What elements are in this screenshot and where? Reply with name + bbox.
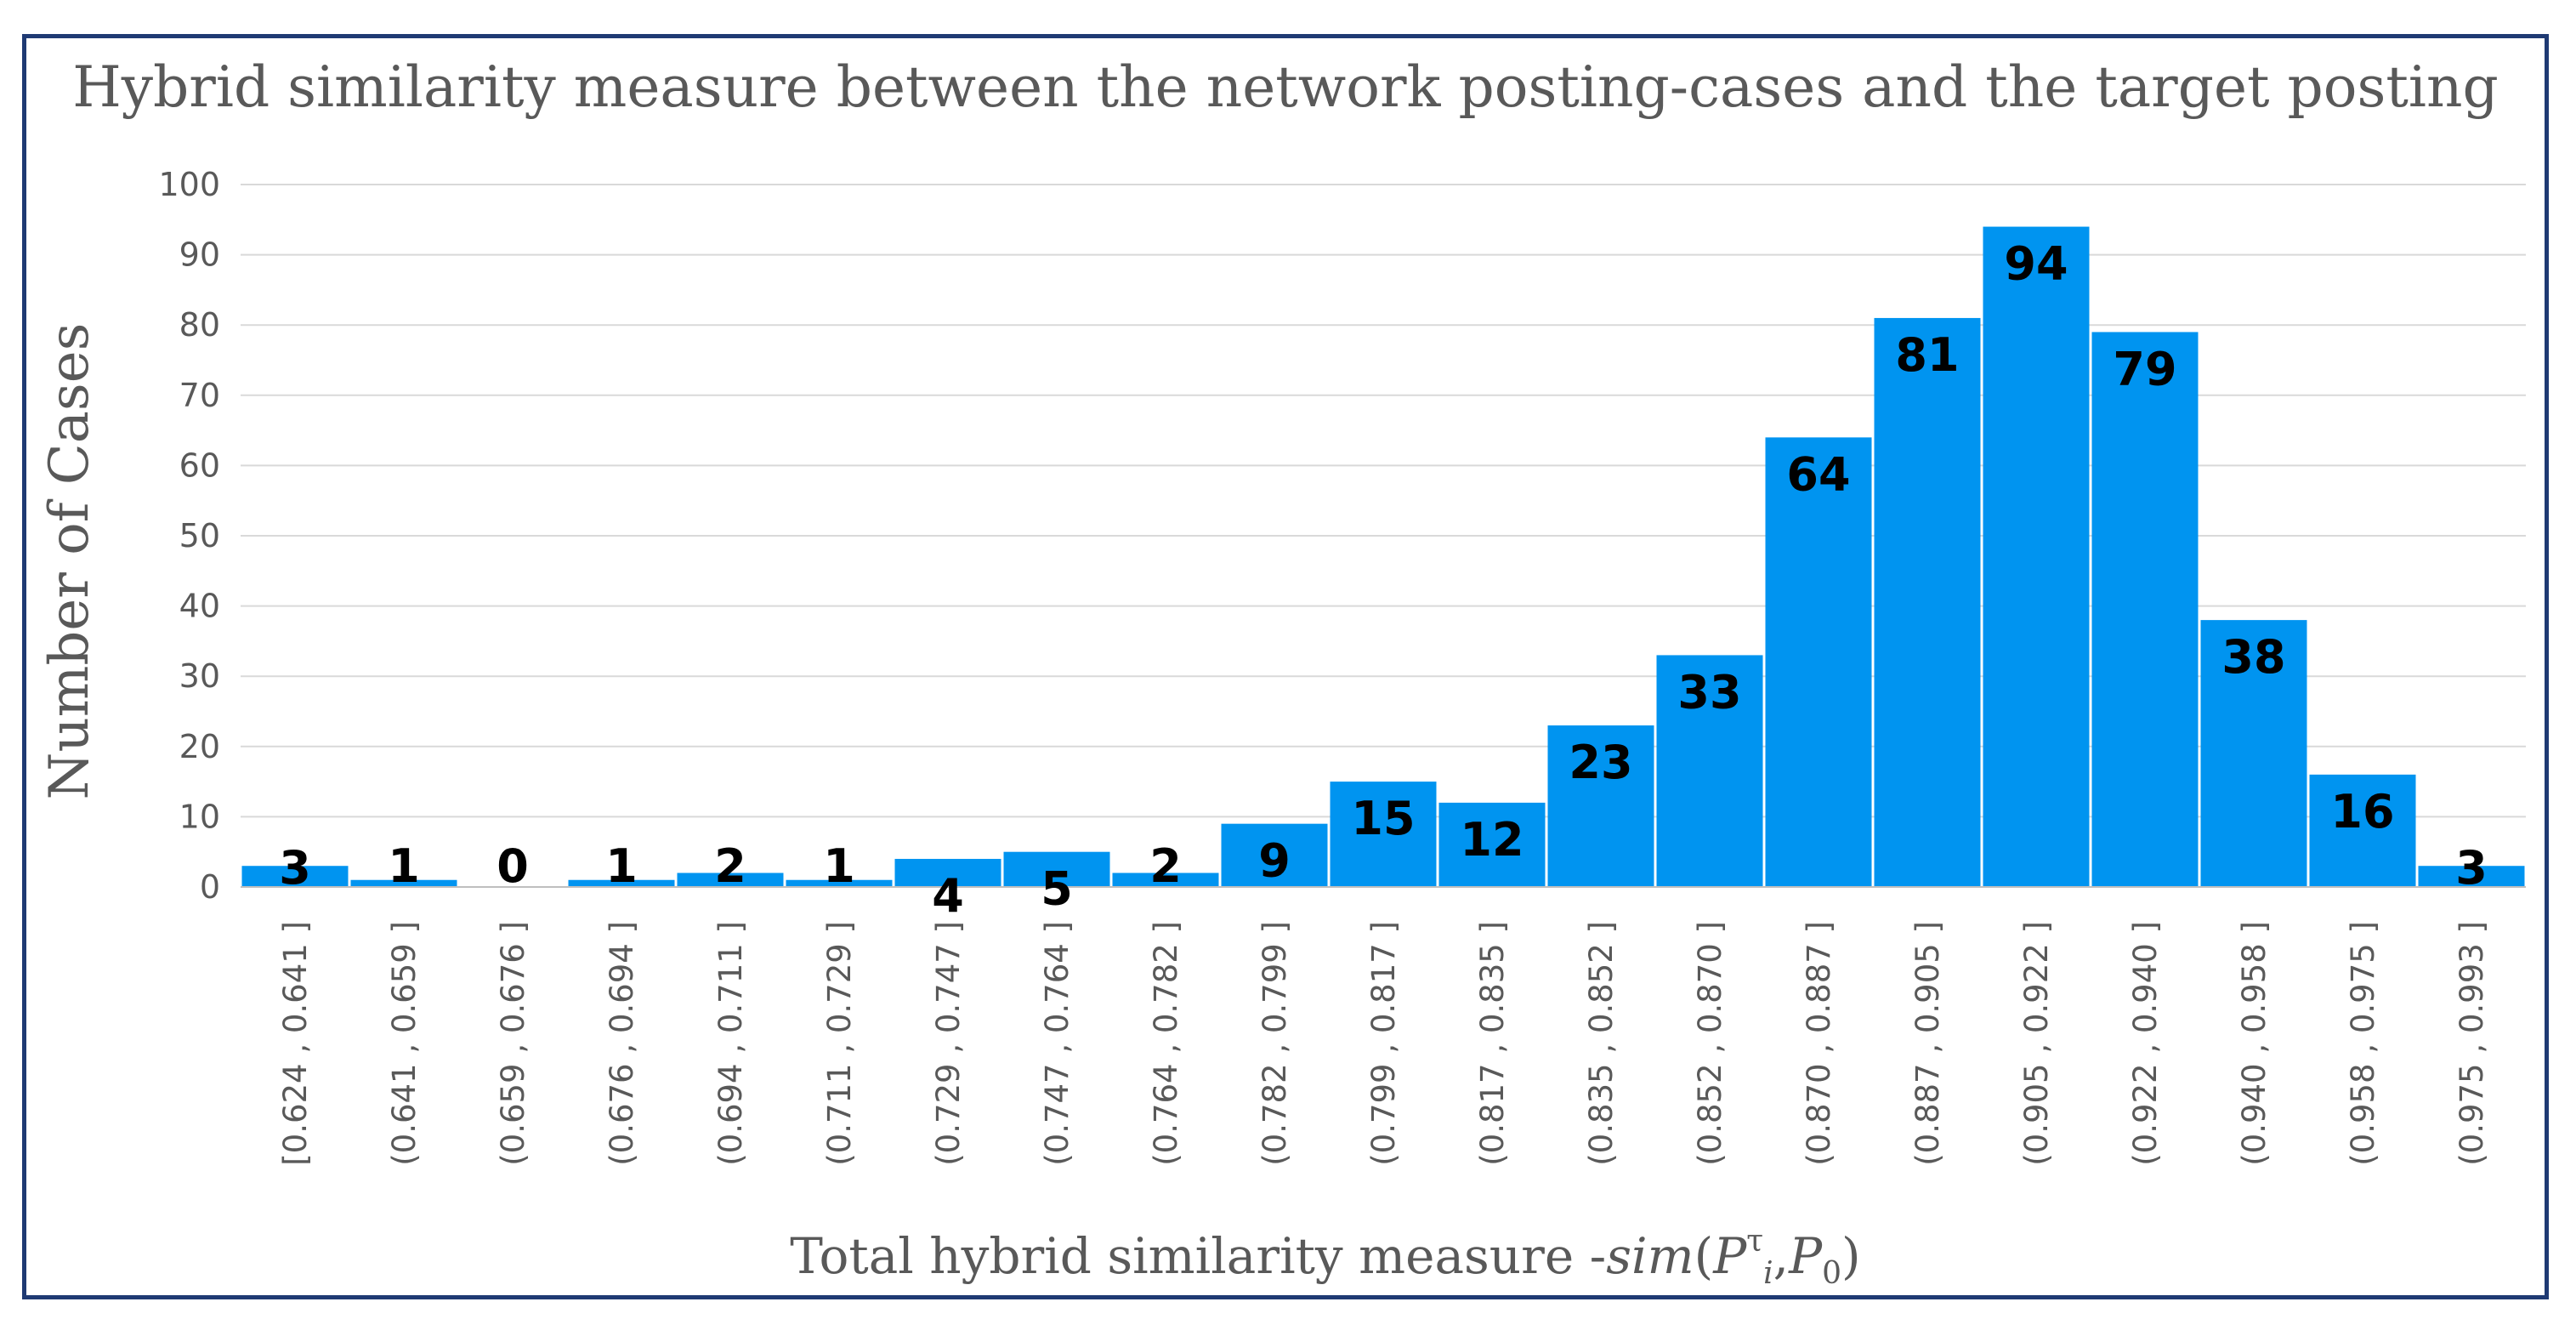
data-label: 2 xyxy=(714,839,746,893)
x-tick-label: (0.852 , 0.870 ] xyxy=(1692,921,1728,1166)
y-tick-label: 30 xyxy=(179,657,220,695)
x-tick-label: (0.975 , 0.993 ] xyxy=(2454,921,2490,1166)
bar xyxy=(2200,620,2307,887)
bar xyxy=(1656,655,1763,887)
x-tick-label: (0.764 , 0.782 ] xyxy=(1148,921,1184,1166)
bar xyxy=(1003,851,1110,887)
y-tick-label: 0 xyxy=(200,868,220,906)
y-tick-label: 10 xyxy=(179,798,220,835)
y-tick-label: 90 xyxy=(179,236,220,274)
bar xyxy=(677,873,784,887)
x-tick-label: (0.729 , 0.747 ] xyxy=(930,921,967,1166)
data-label: 79 xyxy=(2113,342,2176,395)
data-label: 15 xyxy=(1351,792,1415,845)
x-tick-label: (0.711 , 0.729 ] xyxy=(821,921,858,1166)
y-tick-label: 70 xyxy=(179,377,220,414)
y-tick-label: 20 xyxy=(179,728,220,765)
data-label: 3 xyxy=(279,841,311,895)
bars xyxy=(241,226,2525,888)
x-tick-label: (0.641 , 0.659 ] xyxy=(386,921,423,1166)
bar xyxy=(894,858,1001,887)
data-label: 5 xyxy=(1041,862,1073,916)
bar xyxy=(241,866,349,887)
data-label: 12 xyxy=(1460,813,1523,867)
data-label: 23 xyxy=(1569,736,1632,789)
bar xyxy=(568,879,675,887)
data-label: 2 xyxy=(1149,839,1182,893)
data-label: 3 xyxy=(2455,841,2488,895)
y-tick-label: 40 xyxy=(179,588,220,625)
bar xyxy=(1221,823,1328,887)
chart-frame: Hybrid similarity measure between the ne… xyxy=(22,34,2549,1299)
data-label: 94 xyxy=(2004,237,2068,291)
data-label: 16 xyxy=(2330,785,2394,839)
gridlines xyxy=(241,184,2526,818)
y-axis-label: Number of Cases xyxy=(38,323,101,800)
x-axis-formula-func: sim xyxy=(1606,1227,1694,1285)
data-label: 81 xyxy=(1895,328,1959,382)
x-tick-label: (0.870 , 0.887 ] xyxy=(1801,921,1837,1166)
x-tick-label: (0.747 , 0.764 ] xyxy=(1039,921,1075,1166)
bar xyxy=(786,879,893,887)
y-tick-labels: 0 10 20 30 40 50 60 70 80 90 100 xyxy=(158,166,220,906)
x-tick-label: (0.958 , 0.975 ] xyxy=(2345,921,2381,1166)
x-tick-label: (0.835 , 0.852 ] xyxy=(1583,921,1620,1166)
data-label: 9 xyxy=(1258,834,1291,888)
y-tick-label: 50 xyxy=(179,517,220,554)
bar xyxy=(1438,802,1546,887)
data-label: 1 xyxy=(823,839,855,893)
data-label: 64 xyxy=(1786,447,1850,501)
x-tick-label: (0.782 , 0.799 ] xyxy=(1257,921,1293,1166)
bar xyxy=(2309,774,2416,887)
x-tick-label: (0.940 , 0.958 ] xyxy=(2236,921,2272,1166)
bar xyxy=(2091,332,2199,888)
x-tick-label: (0.887 , 0.905 ] xyxy=(1909,921,1946,1166)
x-tick-label: (0.799 , 0.817 ] xyxy=(1365,921,1402,1166)
x-tick-labels: [0.624 , 0.641 ] (0.641 , 0.659 ] (0.659 ,… xyxy=(277,921,2490,1166)
x-tick-label: [0.624 , 0.641 ] xyxy=(277,921,314,1166)
x-tick-label: (0.817 , 0.835 ] xyxy=(1474,921,1511,1166)
bar xyxy=(1112,873,1219,887)
bar-chart: Hybrid similarity measure between the ne… xyxy=(38,54,2526,1291)
bar xyxy=(2418,866,2525,887)
data-label: 38 xyxy=(2221,630,2285,684)
x-tick-label: (0.659 , 0.676 ] xyxy=(495,921,531,1166)
x-tick-label: (0.922 , 0.940 ] xyxy=(2127,921,2164,1166)
x-axis-label: Total hybrid similarity measure -sim(Pτi… xyxy=(790,1224,1860,1291)
y-tick-label: 80 xyxy=(179,306,220,344)
data-label: 1 xyxy=(388,839,420,893)
bar xyxy=(1874,317,1981,887)
data-label: 4 xyxy=(932,869,964,923)
x-tick-label: (0.694 , 0.711 ] xyxy=(712,921,749,1166)
x-tick-label: (0.676 , 0.694 ] xyxy=(604,921,640,1166)
data-label: 33 xyxy=(1677,665,1741,719)
data-label: 1 xyxy=(605,839,638,893)
x-tick-label: (0.905 , 0.922 ] xyxy=(2018,921,2055,1166)
bar xyxy=(1330,782,1437,887)
data-label: 0 xyxy=(496,839,529,893)
bar xyxy=(350,879,457,887)
bar xyxy=(1765,437,1872,887)
y-tick-label: 60 xyxy=(179,446,220,484)
x-axis-label-text: Total hybrid similarity measure - xyxy=(790,1227,1606,1285)
bar xyxy=(1547,725,1654,887)
chart-title: Hybrid similarity measure between the ne… xyxy=(72,54,2499,120)
bar xyxy=(1983,226,2090,887)
y-tick-label: 100 xyxy=(158,166,220,203)
